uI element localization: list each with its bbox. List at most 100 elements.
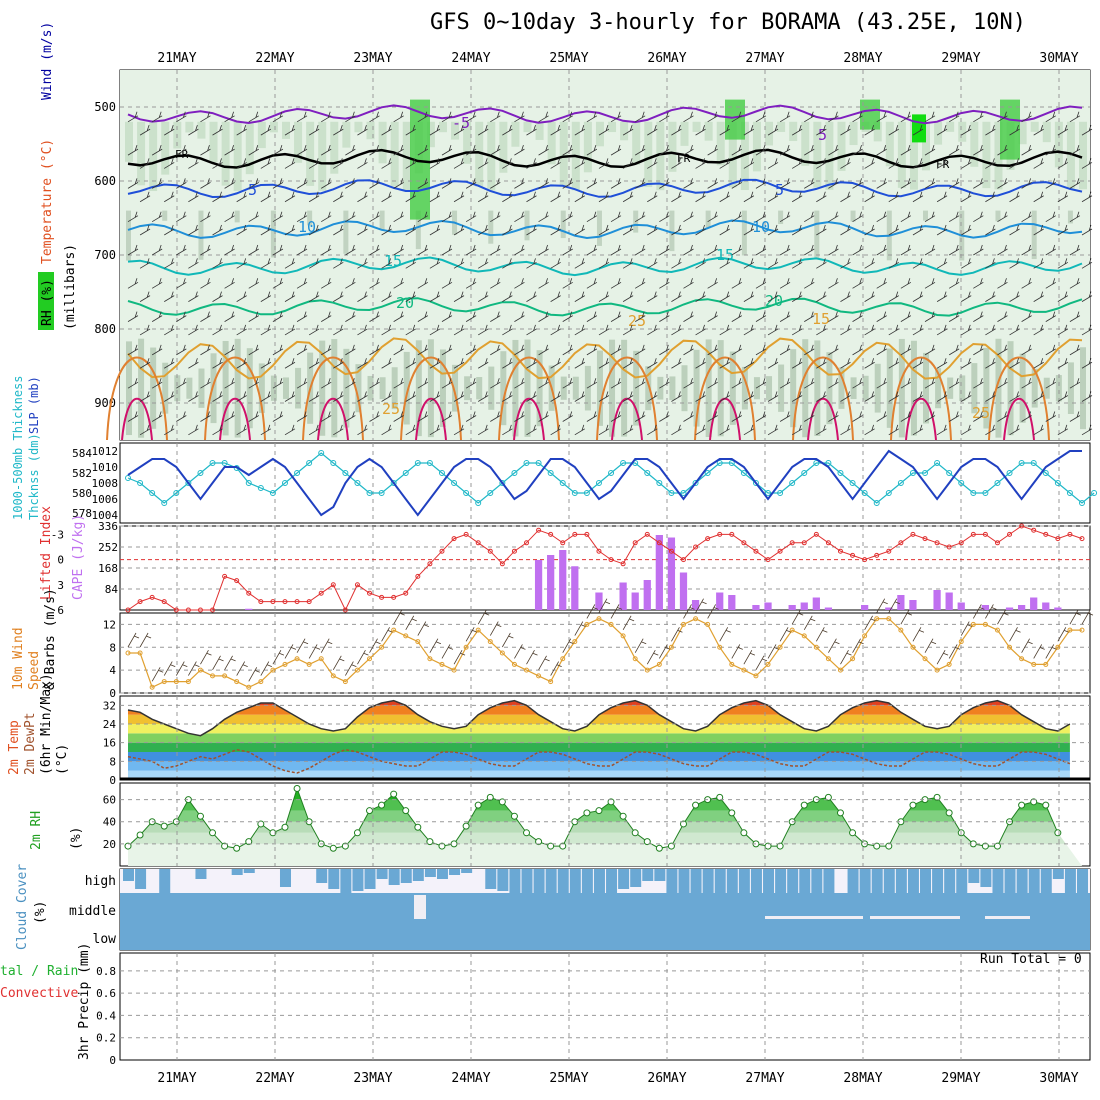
wind-barb [731,178,743,189]
temp-band [128,733,1070,743]
wind-barb [997,378,1008,389]
wind-barb [804,178,815,189]
wind-barb [236,124,247,136]
wind-barb [828,378,839,389]
wind-barb [139,191,151,203]
thickness-point [402,470,409,476]
isotherm-warm-loop [792,356,854,441]
wind-barb [1057,191,1069,203]
li-point [1079,536,1085,542]
slp-tick: 1004 [92,509,119,522]
wind-point [946,661,952,667]
wind-barb [948,378,960,389]
wind-barb [333,158,344,169]
wind-barb [284,124,296,136]
wind-barb [284,391,296,402]
wind-barb [755,111,767,123]
cape-bar [547,555,555,610]
wind-point [970,621,976,627]
thickness-point [620,460,627,466]
wind-barb [321,311,332,322]
isotherm-warm-loop [498,356,560,441]
li-point [379,594,385,600]
thickness-point [680,490,687,496]
wind-barb [151,178,163,189]
freezing-level-label: FR [936,158,950,171]
rh-point [945,809,953,817]
wind-barb [345,311,356,322]
wind-barb [296,311,308,322]
li-point [680,557,686,563]
rh-mid-patch [620,121,629,141]
rh-dark-patch [126,210,131,261]
isotherm-label: 10 [298,218,316,236]
wind-barb-10m [731,644,743,659]
wind-barb [405,358,416,369]
thickness-point [1042,470,1049,476]
rh-dark-patch [935,368,942,409]
wind-barb [212,258,223,269]
slp-tick: 1012 [92,445,119,458]
wind-barb [671,291,682,302]
cloud-high-bar [449,869,461,875]
wind-barb [743,291,755,302]
wind-barb [622,358,634,369]
wind-barb [659,211,670,223]
wind-barb-10m [188,661,200,676]
wind-barb [477,358,489,369]
wind-barb [852,111,863,123]
thickness-point [475,500,482,506]
wind-barb [212,158,223,169]
wind-barb [200,244,211,256]
wind-barb [864,158,875,169]
wind-barb [707,411,718,422]
wind-barb [333,391,344,402]
wind-barb [791,224,803,236]
day-label-top: 26MAY [647,51,686,66]
wind-barb [671,358,682,369]
thickness-point [378,490,385,496]
wind-barb [598,324,610,336]
wind-barb [961,324,972,336]
wind-barb [876,178,887,189]
li-point [511,548,517,554]
thickness-point [946,470,953,476]
day-label-bottom: 29MAY [941,1071,980,1086]
wind-barb [538,411,549,422]
wind-barb [514,111,525,123]
wind-barb [345,378,356,389]
wind-barb [345,344,356,356]
rh-dark-patch [307,210,313,226]
wind-barb [514,144,525,156]
rh-mid-patch [1030,121,1039,132]
cloud-high-bar [461,869,473,873]
wind-barb [574,424,586,436]
wind-barb [357,324,368,336]
thickness-point [149,490,156,496]
thickness-point [281,480,288,486]
rh-mid-patch [704,121,713,141]
wind-barb [900,378,912,389]
wind-barb-10m [405,615,417,631]
wind-barb-10m [139,632,152,648]
rh-point [390,790,398,798]
rh-mid-patch [306,121,315,186]
wind-point [149,684,155,690]
li-point [149,594,155,600]
wind-point [850,656,856,662]
wind-barb [852,178,863,189]
wind-barb [164,124,175,136]
wind-barb [864,324,875,336]
wind-barb [1009,324,1020,336]
wind-barb [248,378,259,389]
wind-barb [321,244,332,256]
wind-barb-10m [236,661,248,676]
day-label-bottom: 27MAY [745,1071,784,1086]
rh-point [329,844,337,852]
rh-point [196,812,204,820]
rh-point [873,842,881,850]
wind-barb [816,358,827,369]
li-point [753,548,759,554]
wind-point [584,621,590,627]
wind-barb [767,424,779,436]
